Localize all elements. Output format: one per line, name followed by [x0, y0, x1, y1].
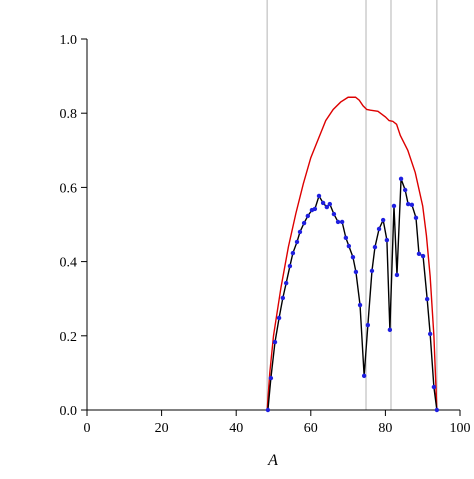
x-axis-label: A	[267, 452, 278, 469]
data-point	[265, 407, 271, 413]
x-tick-label: 100	[450, 421, 471, 436]
data-point	[384, 237, 390, 243]
data-point	[394, 272, 400, 278]
x-tick-label: 40	[229, 421, 243, 436]
x-tick-label: 60	[304, 421, 318, 436]
data-point	[343, 235, 349, 241]
y-tick-label: 0.2	[60, 330, 78, 345]
data-point	[409, 202, 415, 208]
x-tick-label: 80	[378, 421, 392, 436]
data-point	[324, 204, 330, 210]
data-point	[335, 219, 341, 225]
data-point	[398, 176, 404, 182]
data-point	[391, 203, 397, 209]
data-point	[350, 254, 356, 260]
data-point	[294, 239, 300, 245]
data-point	[316, 193, 322, 199]
data-point	[327, 201, 333, 207]
data-point	[305, 213, 311, 219]
data-point	[431, 384, 437, 390]
data-point	[346, 243, 352, 249]
data-point	[420, 253, 426, 259]
data-point	[376, 226, 382, 232]
data-point	[290, 250, 296, 256]
data-point	[365, 322, 371, 328]
data-point	[268, 375, 274, 381]
data-point	[369, 268, 375, 274]
data-point	[361, 373, 367, 379]
data-point	[413, 215, 419, 221]
data-point	[424, 296, 430, 302]
data-point	[276, 315, 282, 321]
data-point	[331, 211, 337, 217]
y-tick-label: 1.0	[60, 33, 78, 48]
data-point	[427, 331, 433, 337]
data-point	[283, 280, 289, 286]
series-line	[267, 178, 438, 411]
data-point	[387, 327, 393, 333]
data-point	[339, 219, 345, 225]
data-point	[372, 244, 378, 250]
data-point	[402, 187, 408, 193]
data-point	[416, 251, 422, 257]
data-point	[272, 339, 278, 345]
data-point	[405, 201, 411, 207]
data-point	[297, 229, 303, 235]
x-tick-label: 20	[155, 421, 169, 436]
data-point	[287, 263, 293, 269]
y-tick-label: 0.0	[60, 404, 78, 419]
y-tick-label: 0.8	[60, 107, 78, 122]
data-point	[353, 269, 359, 275]
x-tick-label: 0	[84, 421, 91, 436]
data-point	[320, 200, 326, 206]
data-point	[380, 217, 386, 223]
data-point	[280, 295, 286, 301]
data-point	[312, 206, 318, 212]
data-point	[434, 407, 440, 413]
data-point	[357, 302, 363, 308]
data-point	[301, 220, 307, 226]
y-tick-label: 0.6	[60, 181, 78, 196]
series-line	[266, 96, 438, 411]
y-tick-label: 0.4	[60, 256, 78, 271]
